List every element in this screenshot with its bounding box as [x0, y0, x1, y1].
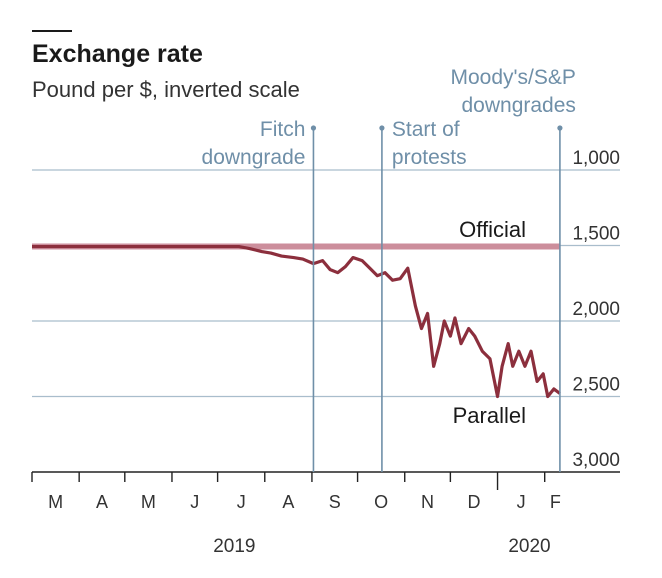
- y-tick-label-3000: 3,000: [572, 450, 620, 471]
- series-label-official: Official: [459, 217, 526, 242]
- event-label: Fitch: [260, 118, 306, 141]
- x-tick-label-month: J: [237, 492, 246, 512]
- gridlines: [32, 169, 620, 473]
- event-marker: [557, 125, 563, 131]
- parallel-series: [32, 244, 561, 399]
- event-label: protests: [392, 146, 467, 169]
- parallel-line: [32, 244, 561, 399]
- x-tick-label-month: J: [517, 492, 526, 512]
- x-tick-label-month: A: [282, 492, 294, 512]
- x-tick-label-month: F: [550, 492, 561, 512]
- y-axis: 1,000 1,500 2,000 2,500 3,000: [572, 148, 620, 471]
- x-tick-label-month: N: [421, 492, 434, 512]
- series-label-parallel: Parallel: [453, 403, 526, 428]
- x-year-label-2019: 2019: [213, 536, 255, 557]
- x-tick-label-month: M: [48, 492, 63, 512]
- x-tick-label-month: A: [96, 492, 108, 512]
- x-tick-label-month: O: [374, 492, 388, 512]
- y-tick-label-1000: 1,000: [572, 148, 620, 169]
- event-marker: [379, 125, 385, 131]
- event-label: downgrade: [202, 146, 306, 169]
- y-tick-label-1500: 1,500: [572, 224, 620, 245]
- x-tick-label-month: S: [329, 492, 341, 512]
- event-label: Start of: [392, 118, 460, 141]
- x-tick-label-month: M: [141, 492, 156, 512]
- event-label: downgrades: [461, 94, 575, 117]
- series-labels: Official Parallel: [453, 217, 526, 428]
- x-axis: M A M J J A S O N D J F 2019 2020: [31, 472, 561, 557]
- x-tick-label-month: D: [467, 492, 480, 512]
- x-year-label-2020: 2020: [508, 536, 550, 557]
- chart-title: Exchange rate: [32, 40, 203, 68]
- event-annotations: Fitch downgrade Start of protests Moody's/S&…: [202, 66, 576, 472]
- event-marker: [310, 125, 317, 131]
- x-tick-label-month: J: [190, 492, 199, 512]
- chart-subtitle: Pound per $, inverted scale: [32, 77, 300, 102]
- y-tick-label-2000: 2,000: [572, 299, 620, 320]
- event-label: Moody's/S&P: [451, 66, 576, 89]
- y-tick-label-2500: 2,500: [572, 375, 620, 396]
